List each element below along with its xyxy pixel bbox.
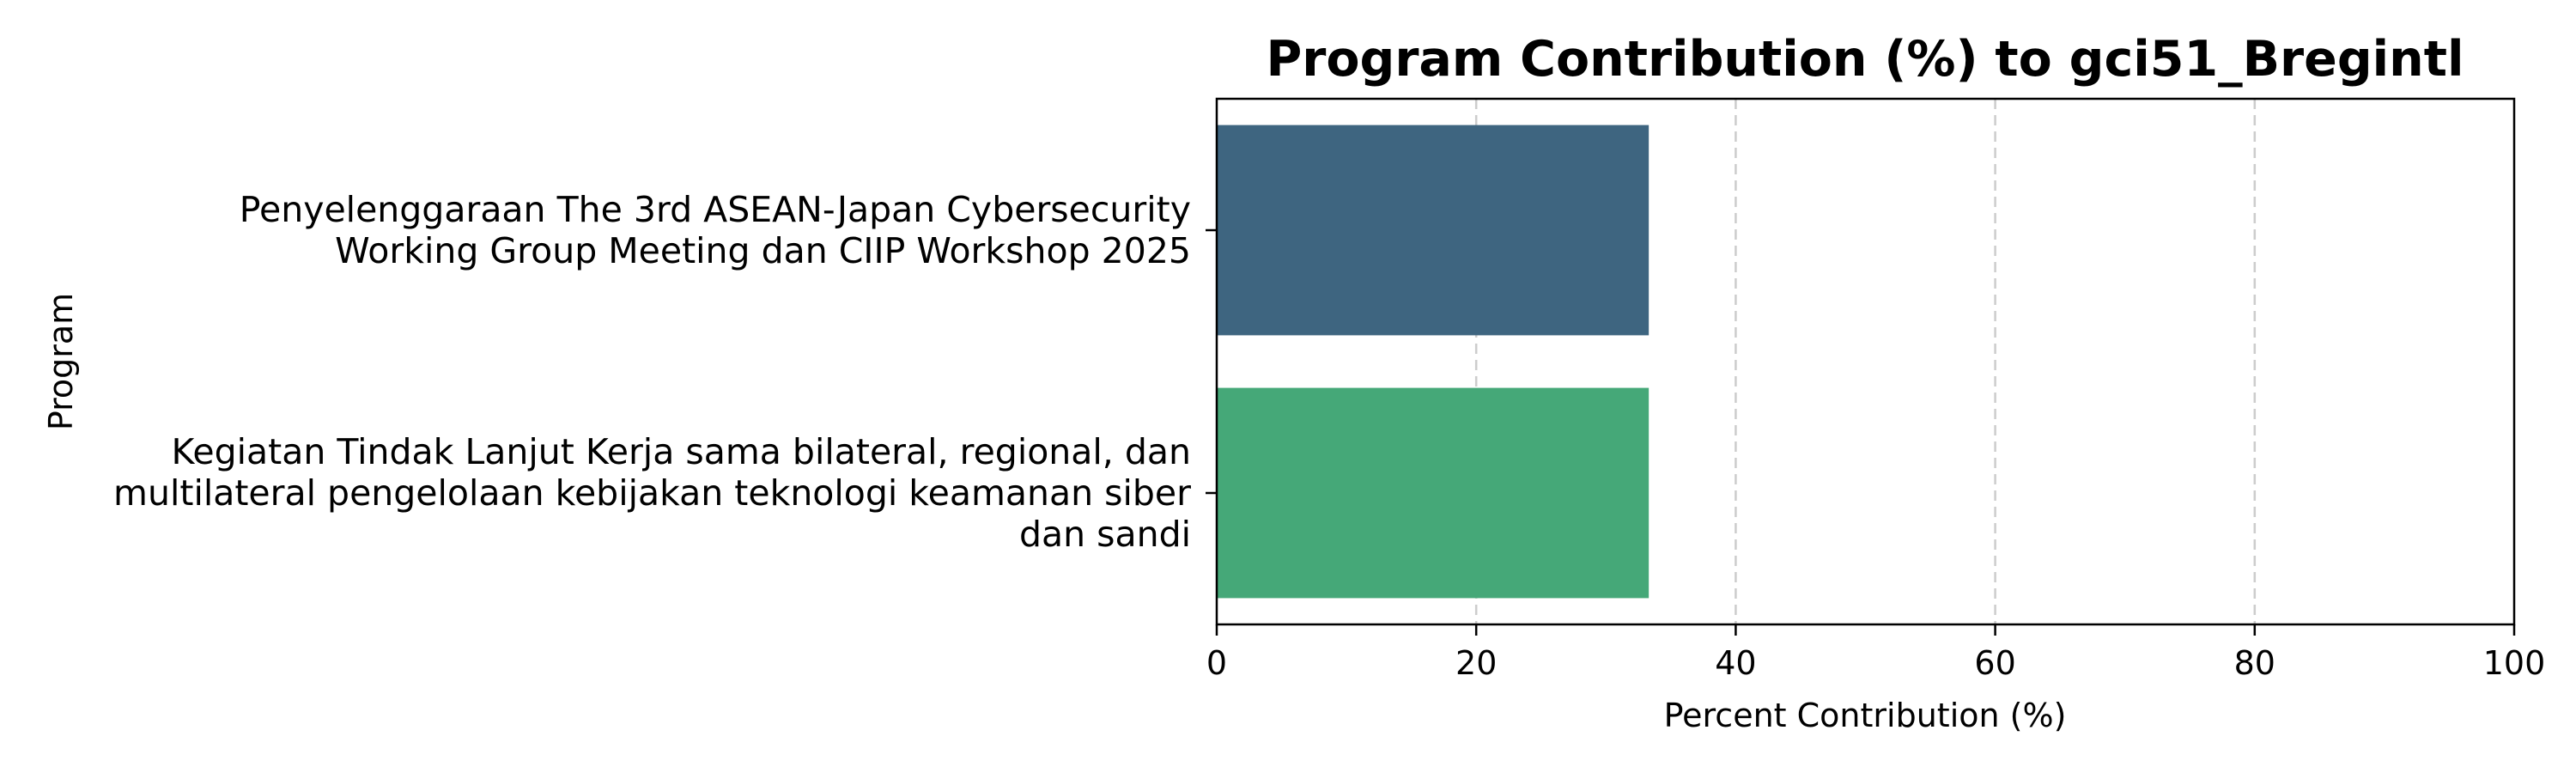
x-axis-ticks: 0 20 40 60 80 100 xyxy=(1206,624,2545,682)
chart-title: Program Contribution (%) to gci51_Bregin… xyxy=(1266,31,2464,88)
y-axis-label: Program xyxy=(42,293,80,430)
y-axis-ticks: Penyelenggaraan The 3rd ASEAN-Japan Cybe… xyxy=(113,189,1217,555)
bar-2 xyxy=(1217,387,1649,599)
category-label-line: dan sandi xyxy=(1019,514,1191,555)
x-tick-label: 80 xyxy=(2234,644,2275,682)
x-tick-label: 40 xyxy=(1715,644,1756,682)
x-tick-label: 0 xyxy=(1206,644,1227,682)
category-label-line: Kegiatan Tindak Lanjut Kerja sama bilate… xyxy=(172,431,1191,472)
category-label-line: multilateral pengelolaan kebijakan tekno… xyxy=(113,472,1191,514)
x-tick-label: 60 xyxy=(1974,644,2015,682)
category-label-line: Penyelenggaraan The 3rd ASEAN-Japan Cybe… xyxy=(240,189,1191,230)
bars xyxy=(1217,125,1649,599)
x-tick-label: 100 xyxy=(2483,644,2546,682)
bar-1 xyxy=(1217,125,1649,336)
x-axis-label: Percent Contribution (%) xyxy=(1664,697,2067,734)
plot-frame xyxy=(1215,97,2516,626)
x-tick-label: 20 xyxy=(1455,644,1497,682)
category-label: Kegiatan Tindak Lanjut Kerja sama bilate… xyxy=(113,431,1191,555)
category-label-line: Working Group Meeting dan CIIP Workshop … xyxy=(335,230,1191,271)
category-label: Penyelenggaraan The 3rd ASEAN-Japan Cybe… xyxy=(240,189,1191,271)
